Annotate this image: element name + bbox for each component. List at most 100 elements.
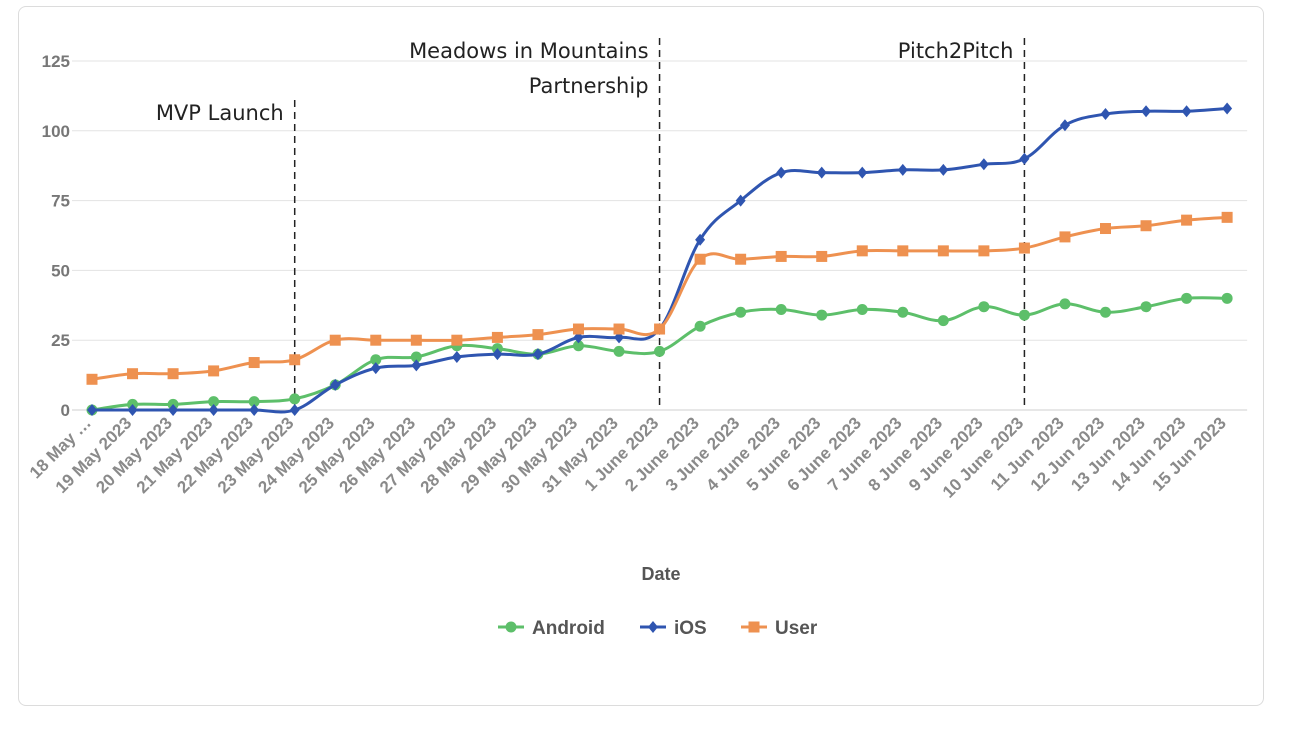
data-point — [1019, 152, 1030, 165]
data-point — [411, 359, 422, 372]
data-point — [208, 396, 220, 408]
data-point — [1140, 301, 1152, 313]
series-android — [86, 292, 1233, 416]
data-point — [856, 245, 868, 257]
data-point — [654, 345, 666, 357]
data-point — [775, 250, 787, 262]
data-point — [937, 315, 949, 327]
data-point — [776, 166, 787, 179]
annotation-label: MVP Launch — [156, 101, 284, 125]
data-point — [1018, 309, 1030, 321]
data-point — [532, 348, 543, 361]
data-point — [1221, 292, 1233, 304]
y-tick-label: 0 — [61, 401, 70, 420]
event-annotations: MVP Launch Meadows in Mountains Partnershi… — [156, 38, 1026, 410]
data-point — [330, 378, 341, 391]
y-tick-label: 50 — [51, 261, 70, 280]
data-point — [167, 368, 179, 380]
data-point — [1100, 223, 1111, 235]
data-point — [532, 329, 544, 341]
data-point — [937, 245, 949, 257]
legend-swatch-marker — [748, 621, 760, 633]
data-point — [492, 348, 503, 361]
data-point — [168, 404, 179, 416]
data-point — [938, 163, 949, 176]
data-point — [127, 368, 139, 380]
data-point — [694, 253, 706, 265]
y-tick-label: 25 — [51, 331, 70, 350]
data-point — [491, 331, 503, 343]
series-lines — [86, 102, 1233, 416]
x-axis-label: Date — [641, 564, 680, 584]
data-point — [1140, 220, 1152, 232]
data-point — [572, 323, 584, 335]
y-axis-ticks: 0 25 50 75 100 125 — [42, 52, 70, 420]
data-point — [1059, 298, 1071, 310]
annotation-label: Partnership — [529, 74, 649, 98]
data-point — [451, 350, 462, 363]
data-point — [1222, 102, 1233, 115]
data-point — [1059, 119, 1070, 132]
data-point — [735, 194, 746, 207]
legend-label: User — [775, 618, 818, 639]
data-point — [572, 340, 584, 352]
data-point — [1100, 108, 1111, 121]
data-point — [289, 393, 301, 405]
data-point — [1018, 242, 1030, 254]
data-point — [897, 163, 908, 176]
data-point — [1181, 292, 1193, 304]
data-point — [613, 345, 625, 357]
data-point — [735, 306, 747, 318]
data-point — [410, 351, 422, 363]
data-point — [370, 362, 381, 375]
data-point — [87, 404, 97, 416]
legend-label: iOS — [674, 618, 707, 639]
data-point — [816, 309, 828, 321]
legend-label: Android — [532, 618, 605, 639]
data-point — [248, 357, 260, 369]
data-point — [897, 245, 909, 257]
data-point — [289, 354, 301, 366]
data-point — [1059, 231, 1071, 243]
data-point — [1181, 214, 1193, 226]
data-point — [654, 323, 666, 335]
data-point — [816, 166, 827, 179]
series-user — [86, 211, 1233, 385]
data-point — [695, 233, 706, 246]
legend-swatch-marker — [648, 621, 658, 633]
data-point — [289, 404, 300, 416]
y-tick-label: 125 — [42, 52, 70, 71]
data-point — [1141, 105, 1152, 118]
chart-card — [18, 6, 1264, 706]
data-point — [1100, 306, 1111, 318]
legend: Android iOS User — [498, 618, 818, 639]
data-point — [127, 404, 138, 416]
data-point — [978, 158, 989, 171]
legend-swatch-marker — [505, 621, 517, 633]
data-point — [735, 253, 747, 265]
data-point — [370, 334, 382, 346]
data-point — [1181, 105, 1192, 118]
data-point — [775, 303, 787, 315]
y-tick-label: 100 — [42, 122, 70, 141]
annotation-label: Meadows in Mountains — [409, 39, 648, 63]
data-point — [694, 320, 706, 332]
data-point — [249, 404, 260, 416]
legend-item-user: User — [741, 618, 818, 639]
data-point — [329, 334, 341, 346]
data-point — [86, 373, 98, 385]
data-point — [978, 301, 990, 313]
data-point — [856, 303, 868, 315]
data-point — [451, 334, 463, 346]
legend-item-android: Android — [498, 618, 605, 639]
data-point — [1221, 211, 1233, 223]
data-point — [410, 334, 422, 346]
data-point — [978, 245, 990, 257]
annotation-label: Pitch2Pitch — [898, 39, 1014, 63]
data-point — [857, 166, 868, 179]
data-point — [897, 306, 909, 318]
data-point — [816, 250, 828, 262]
y-tick-label: 75 — [51, 192, 70, 211]
